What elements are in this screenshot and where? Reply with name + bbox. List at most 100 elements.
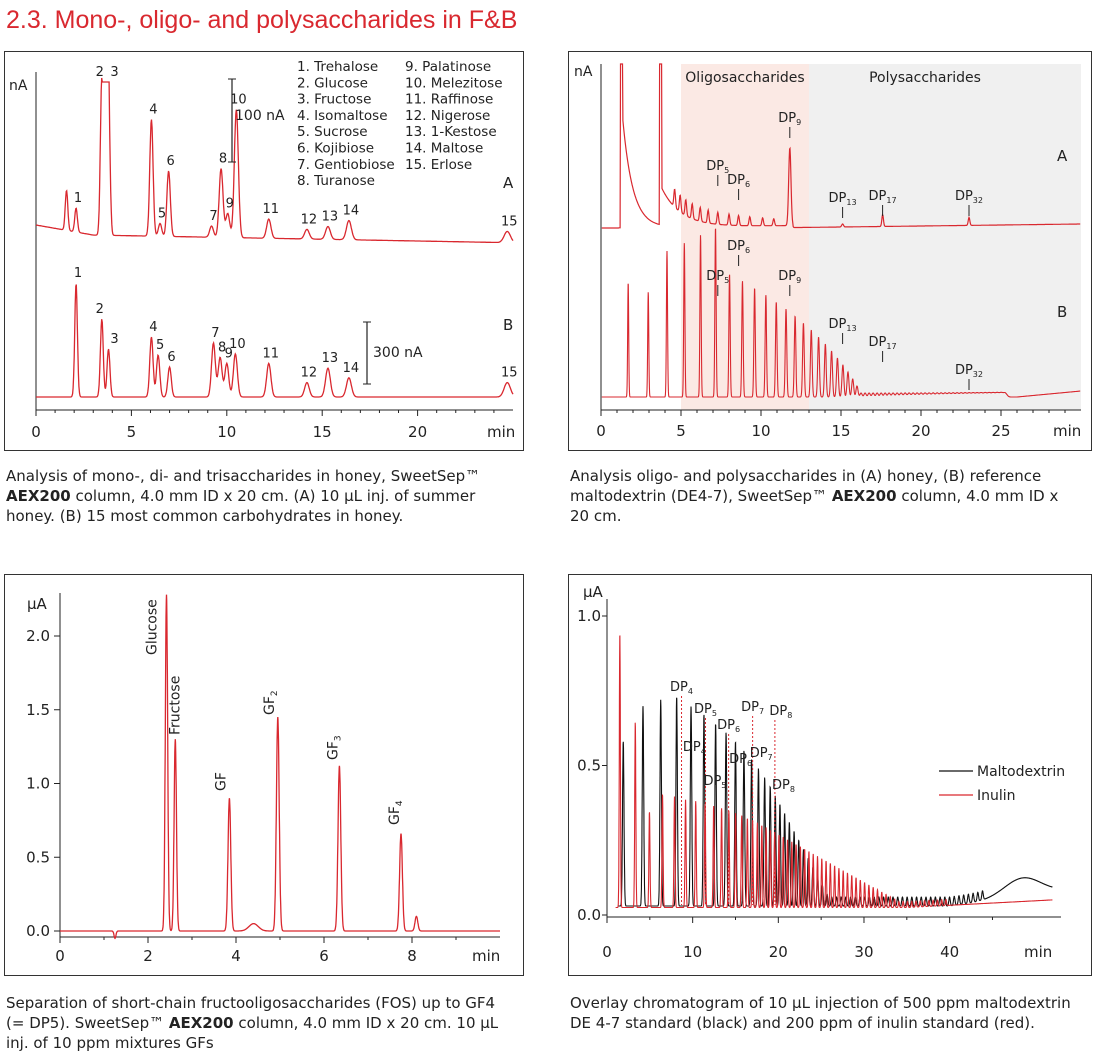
- dp-label-maltodextrin-5: DP5: [703, 774, 726, 790]
- peak-label-B-15: 15: [501, 366, 518, 381]
- legend-item: 6. Kojibiose: [297, 141, 374, 157]
- x-tick-label: 25: [991, 422, 1010, 440]
- peak-label-B-7: 7: [211, 326, 219, 341]
- peak-label-A-11: 11: [263, 202, 280, 217]
- chart-2-oligo-poly: Oligosaccharides Polysaccharides nA min 0 5 10…: [574, 63, 1081, 440]
- region-label-0: Oligosaccharides: [685, 70, 804, 86]
- peak-label-B-13: 13: [322, 351, 339, 366]
- dp-label-inulin-7: DP7: [741, 700, 764, 716]
- legend-label-inulin: Inulin: [977, 788, 1016, 804]
- trace-name-A: A: [503, 174, 514, 192]
- region-0: [681, 64, 809, 410]
- dp-label-inulin-6: DP6: [717, 718, 740, 734]
- x-axis-label: min: [472, 947, 500, 965]
- y-tick-label: 1.5: [26, 701, 50, 719]
- x-tick-label: 15: [831, 422, 850, 440]
- legend-item: 2. Glucose: [297, 75, 368, 91]
- dp-label-maltodextrin-4: DP4: [683, 740, 706, 756]
- peak-label-B-6: 6: [167, 350, 175, 365]
- chart-1-panel: nA min 0 5 10 15 20 1 2 3 4 5 6 7 8 9 10 11 12 13 14 15 A 1 2 3 4 5…: [4, 51, 524, 451]
- peak-label-2: GF: [213, 772, 229, 791]
- trace-B: [601, 228, 1081, 398]
- peak-label-A-15: 15: [501, 214, 518, 229]
- legend-item: 1. Trehalose: [297, 59, 378, 75]
- peak-label-A-13: 13: [322, 210, 339, 225]
- peak-label-B-2: 2: [96, 302, 104, 317]
- x-axis-label: min: [1024, 943, 1052, 961]
- x-tick-label: 30: [854, 943, 873, 961]
- x-tick-label: 20: [769, 943, 788, 961]
- dp-label-B-9: DP9: [778, 269, 801, 285]
- legend-item: 13. 1-Kestose: [405, 124, 497, 140]
- chart-2-panel: Oligosaccharides Polysaccharides nA min 0 5 10…: [568, 51, 1092, 451]
- trace-name-B: B: [1057, 303, 1067, 321]
- y-tick-label: 1.0: [577, 607, 601, 625]
- peak-label-A-3: 3: [110, 65, 118, 80]
- legend-item: 11. Raffinose: [405, 92, 493, 108]
- peak-label-A-2: 2: [96, 65, 104, 80]
- x-tick-label: 20: [911, 422, 930, 440]
- x-tick-label: 0: [55, 947, 65, 965]
- dp-label-B-13: DP13: [829, 317, 857, 333]
- peak-label-B-14: 14: [343, 361, 360, 376]
- peak-label-3: GF2: [262, 690, 280, 715]
- peak-label-1: Fructose: [167, 676, 183, 735]
- dp-label-maltodextrin-6: DP6: [729, 752, 752, 768]
- dp-label-A-17: DP17: [869, 189, 897, 205]
- x-tick-label: 40: [940, 943, 959, 961]
- y-tick-label: 0.5: [26, 848, 50, 866]
- y-axis-label: nA: [574, 64, 593, 80]
- x-tick-label: 0: [596, 422, 606, 440]
- peak-label-B-4: 4: [149, 320, 157, 335]
- peak-label-A-4: 4: [149, 102, 157, 117]
- trace-name-B: B: [503, 316, 513, 334]
- dp-label-A-6: DP6: [727, 173, 750, 189]
- dp-label-A-32: DP32: [955, 189, 983, 205]
- x-tick-label: 8: [407, 947, 417, 965]
- x-tick-label: 4: [231, 947, 241, 965]
- dp-label-inulin-4: DP4: [670, 680, 693, 696]
- peak-label-B-5: 5: [156, 338, 164, 353]
- y-axis-label: µA: [583, 583, 604, 601]
- trace-A: [601, 63, 1081, 229]
- peak-label-A-12: 12: [301, 212, 318, 227]
- peak-label-A-1: 1: [74, 191, 82, 206]
- peak-label-B-3: 3: [110, 332, 118, 347]
- y-tick-label: 1.0: [26, 775, 50, 793]
- peak-label-A-14: 14: [343, 204, 360, 219]
- peak-label-A-8: 8: [219, 152, 227, 167]
- peak-label-B-12: 12: [301, 366, 318, 381]
- y-tick-label: 0.0: [26, 922, 50, 940]
- dp-label-A-9: DP9: [778, 111, 801, 127]
- peak-label-4: GF3: [325, 735, 343, 760]
- x-tick-label: 6: [319, 947, 329, 965]
- section-title: 2.3. Mono-, oligo- and polysaccharides i…: [6, 6, 518, 34]
- chart-4-panel: µA min 0 10 20 30 40 0.0 0.5 1.0 DP4 DP5 DP6 DP7 DP8 DP…: [568, 574, 1092, 976]
- legend-item: 15. Erlose: [405, 157, 472, 173]
- peak-label-A-7: 7: [209, 209, 217, 224]
- x-tick-label: 10: [217, 423, 236, 441]
- peak-label-5: GF4: [387, 800, 405, 825]
- trace-fos: [60, 594, 500, 940]
- x-tick-label: 15: [313, 423, 332, 441]
- y-tick-label: 2.0: [26, 627, 50, 645]
- y-tick-label: 0.5: [577, 757, 601, 775]
- legend-item: 8. Turanose: [297, 173, 375, 189]
- dp-label-B-32: DP32: [955, 363, 983, 379]
- caption-2: Analysis oligo- and polysaccharides in (…: [570, 467, 1059, 525]
- peak-label-A-5: 5: [158, 206, 166, 221]
- y-axis-label: µA: [27, 595, 48, 613]
- legend-item: 12. Nigerose: [405, 108, 490, 124]
- x-axis-label: min: [1053, 422, 1081, 440]
- x-tick-label: 5: [676, 422, 686, 440]
- x-tick-label: 20: [408, 423, 427, 441]
- dp-label-B-17: DP17: [869, 335, 897, 351]
- trace-name-A: A: [1057, 147, 1068, 165]
- region-1: [809, 64, 1081, 410]
- trace-A: [35, 77, 514, 244]
- region-label-1: Polysaccharides: [869, 70, 981, 86]
- caption-4: Overlay chromatogram of 10 µL injection …: [570, 994, 1071, 1032]
- dp-label-maltodextrin-8: DP8: [772, 778, 795, 794]
